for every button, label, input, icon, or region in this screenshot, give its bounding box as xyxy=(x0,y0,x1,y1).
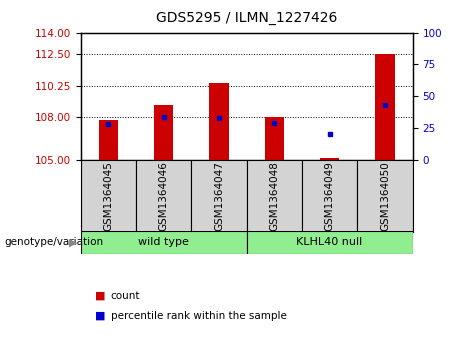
Text: percentile rank within the sample: percentile rank within the sample xyxy=(111,311,287,321)
Bar xyxy=(320,158,339,160)
Bar xyxy=(99,120,118,160)
Bar xyxy=(209,83,229,160)
Text: count: count xyxy=(111,291,140,301)
Bar xyxy=(136,160,191,232)
Text: ■: ■ xyxy=(95,311,105,321)
Text: KLHL40 null: KLHL40 null xyxy=(296,237,363,247)
Text: ■: ■ xyxy=(95,291,105,301)
Bar xyxy=(154,105,173,160)
Text: wild type: wild type xyxy=(138,237,189,247)
Bar xyxy=(247,231,413,254)
Bar xyxy=(247,160,302,232)
Text: ▶: ▶ xyxy=(69,237,77,247)
Bar xyxy=(302,160,357,232)
Text: GSM1364046: GSM1364046 xyxy=(159,161,169,231)
Text: GDS5295 / ILMN_1227426: GDS5295 / ILMN_1227426 xyxy=(156,11,337,25)
Text: GSM1364045: GSM1364045 xyxy=(103,161,113,231)
Bar xyxy=(81,160,136,232)
Bar xyxy=(375,54,395,160)
Bar xyxy=(265,117,284,160)
Text: genotype/variation: genotype/variation xyxy=(5,237,104,247)
Bar xyxy=(81,231,247,254)
Bar xyxy=(357,160,413,232)
Bar xyxy=(191,160,247,232)
Text: GSM1364050: GSM1364050 xyxy=(380,161,390,231)
Text: GSM1364049: GSM1364049 xyxy=(325,161,335,231)
Text: GSM1364048: GSM1364048 xyxy=(269,161,279,231)
Text: GSM1364047: GSM1364047 xyxy=(214,161,224,231)
